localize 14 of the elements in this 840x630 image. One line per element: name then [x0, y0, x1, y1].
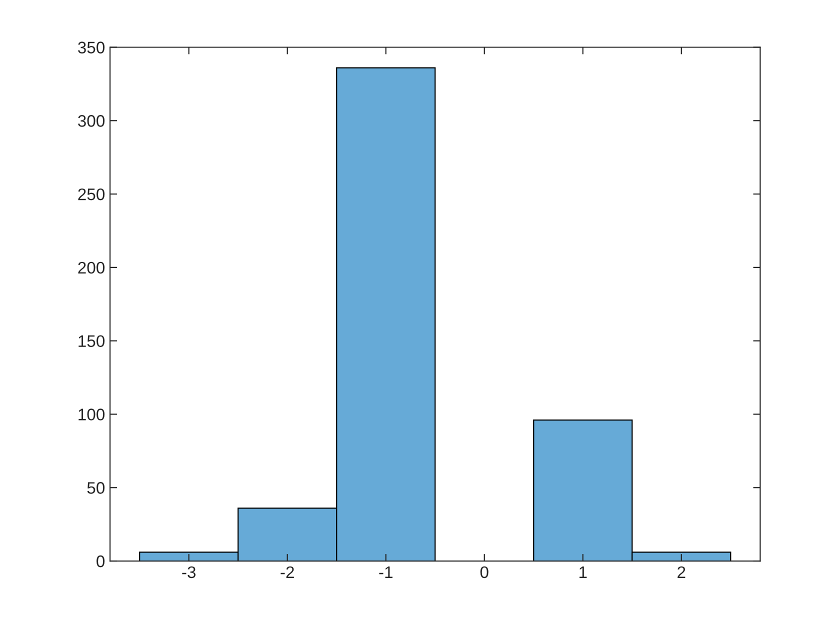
- x-tick-label: 1: [580, 566, 587, 578]
- x-tick-label: -3: [182, 566, 196, 578]
- y-tick-label: 0: [96, 555, 105, 568]
- y-tick-label: 300: [78, 115, 105, 127]
- y-tick-label: 350: [78, 42, 105, 54]
- y-tick-label: 200: [78, 262, 105, 274]
- y-tick-label: 150: [78, 335, 105, 348]
- y-tick-label: 50: [87, 482, 105, 494]
- x-tick-label: 0: [480, 566, 488, 578]
- y-tick-label: 250: [78, 188, 105, 200]
- y-tick-label: 100: [78, 408, 105, 420]
- x-tick-label: 2: [678, 566, 686, 578]
- x-tick-label: -1: [379, 566, 392, 578]
- x-tick-label: -2: [280, 566, 294, 578]
